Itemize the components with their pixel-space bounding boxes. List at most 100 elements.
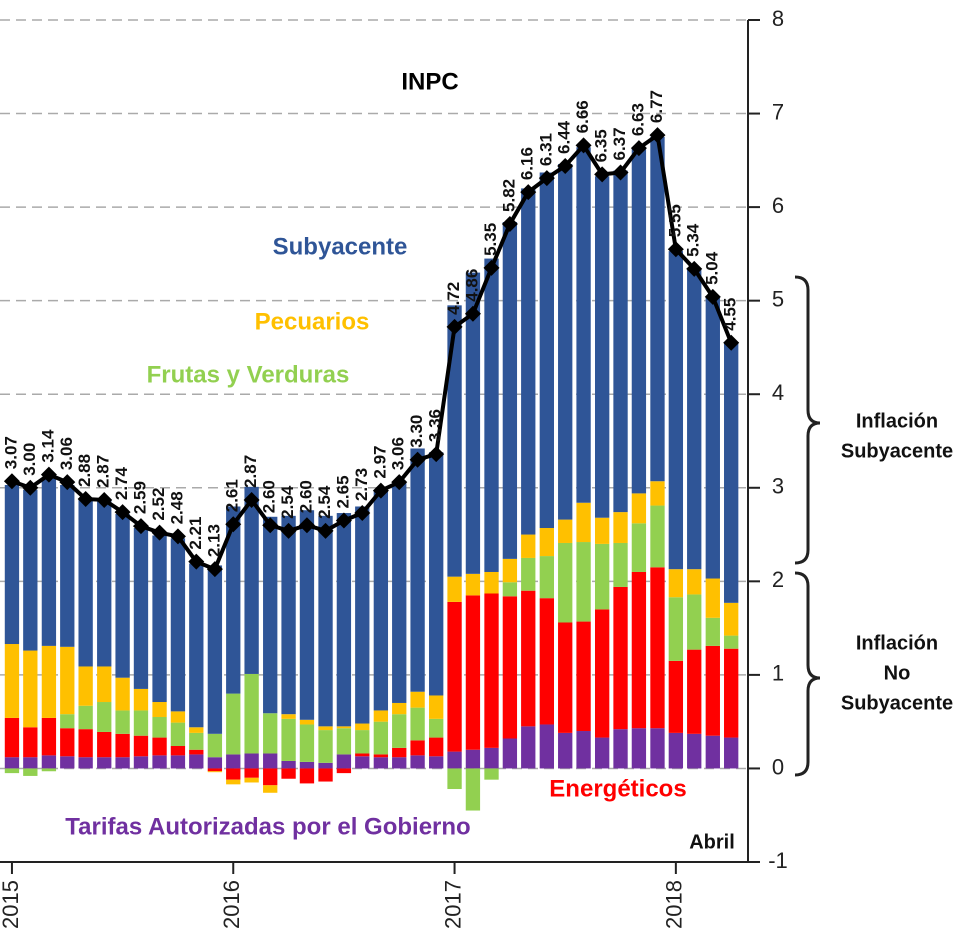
bar-segment (115, 733, 130, 758)
brace-label: Subyacente (841, 440, 953, 462)
bar-segment (521, 726, 536, 769)
series-label: INPC (401, 68, 458, 95)
bar-segment (668, 660, 684, 733)
inpc-marker (686, 260, 703, 277)
brace-label: Inflación (856, 410, 938, 432)
bar-segment (687, 594, 702, 650)
bar-segment (447, 768, 462, 790)
bar-segment (558, 519, 573, 543)
bar-segment (336, 513, 352, 727)
bar-segment (521, 557, 536, 591)
bar-segment (539, 598, 555, 725)
bar-segment (724, 648, 739, 738)
inpc-marker (446, 318, 463, 335)
bar-segment (558, 622, 573, 733)
bar-segment (152, 535, 167, 703)
bar-segment (97, 666, 112, 703)
bar-segment (281, 714, 296, 719)
inpc-marker (538, 170, 555, 187)
series-label: Frutas y Verduras (147, 361, 350, 388)
bar-segment (355, 730, 370, 754)
bar-segment (631, 728, 647, 769)
bar-segment (687, 569, 702, 595)
data-label: 2.13 (204, 524, 223, 557)
bar-segment (650, 505, 665, 568)
bar-segment (502, 596, 518, 739)
inpc-marker (464, 305, 481, 322)
inpc-marker (723, 334, 740, 351)
bar-segment (465, 272, 481, 574)
bar-segment (429, 737, 444, 757)
bar-segment (521, 534, 536, 558)
data-label: 5.82 (499, 179, 518, 212)
inpc-marker (335, 512, 352, 529)
data-label: 5.55 (665, 204, 684, 237)
bar-segment (207, 768, 223, 772)
data-label: 2.73 (352, 468, 371, 501)
inpc-line (11, 131, 734, 572)
bar-segment (263, 516, 278, 714)
bar-segment (373, 710, 389, 722)
bar-segment (392, 483, 407, 703)
bar-segment (78, 729, 93, 758)
data-label: 4.72 (444, 282, 463, 315)
data-label: 2.54 (278, 485, 297, 519)
bar-segment (244, 777, 259, 783)
bar-segment (392, 747, 407, 758)
bar-segment (687, 649, 702, 734)
bar-segment (373, 490, 389, 711)
bar-segment (539, 724, 555, 769)
bar-segment (4, 757, 20, 769)
bar-segment (392, 757, 407, 769)
data-label: 6.31 (536, 133, 555, 166)
bar-segment (429, 756, 444, 769)
data-label: 2.87 (94, 455, 113, 488)
inpc-marker (520, 184, 537, 201)
data-label: 3.07 (1, 436, 20, 469)
bar-segment (97, 731, 112, 758)
brace-label: No (884, 662, 911, 684)
bar-segment (41, 645, 57, 718)
bar-segment (170, 745, 186, 756)
bar-segment (115, 513, 130, 678)
bar-segment (318, 726, 333, 731)
bar-segment (613, 512, 628, 543)
data-label: 2.60 (260, 480, 279, 513)
data-label: 5.04 (702, 251, 721, 285)
inpc-marker (225, 516, 242, 533)
bar-segment (668, 597, 684, 661)
bar-segment (299, 510, 315, 720)
bar-segment (576, 147, 591, 503)
bar-segment (226, 779, 241, 785)
bar-segment (189, 754, 204, 769)
bar-segment (23, 489, 38, 651)
bar-segment (724, 635, 739, 649)
bar-segment (484, 768, 499, 780)
inpc-marker (594, 166, 611, 183)
annotation: Abril (689, 831, 735, 853)
data-label: 2.21 (186, 517, 205, 550)
data-label: 2.52 (149, 488, 168, 521)
bar-segment (576, 502, 591, 543)
inpc-marker (630, 140, 647, 157)
bar-segment (4, 644, 20, 718)
bar-segment (687, 269, 702, 570)
bar-segment (133, 710, 149, 736)
data-label: 5.35 (481, 223, 500, 256)
data-label: 3.06 (389, 437, 408, 470)
bar-segment (281, 718, 296, 761)
data-label: 3.14 (38, 429, 57, 463)
data-label: 2.59 (130, 481, 149, 514)
bar-segment (226, 693, 241, 755)
bar-segment (705, 735, 720, 769)
bar-segment (705, 578, 720, 618)
inpc-marker (3, 473, 20, 490)
bar-segment (207, 733, 223, 758)
data-label: 3.36 (426, 409, 445, 442)
inpc-marker (298, 517, 315, 534)
bar-segment (594, 737, 610, 769)
bar-segment (355, 723, 370, 731)
inpc-marker (649, 127, 666, 144)
bar-segment (170, 755, 186, 769)
inpc-marker (151, 524, 168, 541)
